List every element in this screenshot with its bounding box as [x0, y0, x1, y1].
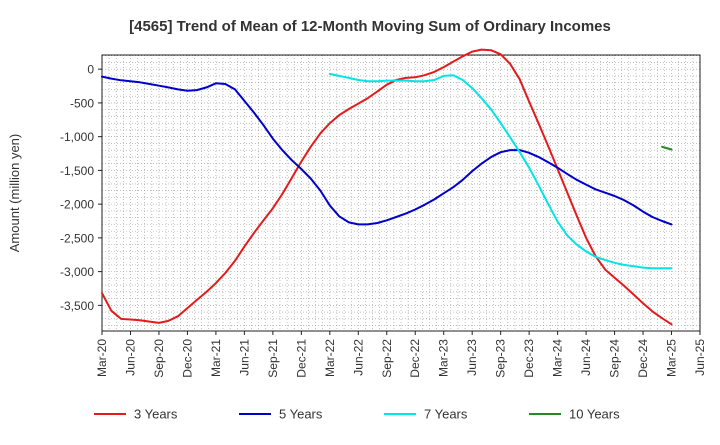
- x-tick-label: Sep-20: [152, 339, 166, 378]
- series-line-10-years: [661, 145, 673, 151]
- legend-label: 10 Years: [569, 407, 620, 422]
- x-tick-label: Dec-24: [636, 339, 650, 378]
- y-tick-label: -3,000: [60, 265, 94, 279]
- x-tick-label: Dec-22: [408, 339, 422, 378]
- series-line-3-years: [101, 48, 673, 326]
- x-tick-label: Jun-21: [237, 339, 251, 376]
- legend-label: 3 Years: [134, 407, 178, 422]
- y-tick-label: -2,000: [60, 198, 94, 212]
- x-tick-label: Jun-25: [693, 339, 707, 376]
- series-line-5-years: [101, 75, 673, 226]
- x-tick-label: Sep-21: [266, 339, 280, 378]
- plot-frame: [101, 54, 701, 332]
- y-tick-label: -1,500: [60, 164, 94, 178]
- y-tick-label: -2,500: [60, 231, 94, 245]
- x-tick-label: Jun-24: [579, 339, 593, 376]
- grid-lines: [102, 55, 700, 331]
- y-tick-label: -500: [70, 96, 94, 110]
- legend-item-5-years: 5 Years: [239, 407, 323, 422]
- x-tick-label: Sep-22: [380, 339, 394, 378]
- x-tick-label: Jun-23: [465, 339, 479, 376]
- x-axis-ticks: Mar-20 Jun-20 Sep-20 Dec-20 Mar-21 Jun-21 Sep-…: [95, 331, 707, 378]
- legend-item-3-years: 3 Years: [94, 407, 178, 422]
- legend-label: 5 Years: [279, 407, 323, 422]
- legend-label: 7 Years: [424, 407, 468, 422]
- legend-item-7-years: 7 Years: [384, 407, 468, 422]
- x-tick-label: Dec-23: [522, 339, 536, 378]
- y-tick-label: 0: [87, 63, 94, 77]
- x-tick-label: Sep-23: [494, 339, 508, 378]
- x-tick-label: Mar-22: [323, 339, 337, 377]
- x-tick-label: Mar-21: [209, 339, 223, 377]
- chart-legend: 3 Years 5 Years 7 Years 10 Years: [94, 407, 620, 422]
- series-lines: [101, 48, 673, 326]
- x-tick-label: Mar-23: [437, 339, 451, 377]
- x-tick-label: Sep-24: [608, 339, 622, 378]
- x-tick-label: Mar-20: [95, 339, 109, 377]
- y-axis-label: Amount (million yen): [7, 134, 22, 253]
- x-tick-label: Dec-21: [294, 339, 308, 378]
- x-tick-label: Mar-24: [551, 339, 565, 377]
- chart-title: [4565] Trend of Mean of 12-Month Moving …: [129, 18, 611, 35]
- legend-item-10-years: 10 Years: [529, 407, 620, 422]
- y-tick-label: -1,000: [60, 130, 94, 144]
- y-tick-label: -3,500: [60, 299, 94, 313]
- x-tick-label: Jun-20: [123, 339, 137, 376]
- y-axis-ticks: 0 -500 -1,000 -1,500 -2,000 -2,500 -3,000 -3,50…: [60, 63, 102, 313]
- x-tick-label: Mar-25: [665, 339, 679, 377]
- x-tick-label: Dec-20: [180, 339, 194, 378]
- x-tick-label: Jun-22: [351, 339, 365, 376]
- series-line-7-years: [328, 72, 673, 270]
